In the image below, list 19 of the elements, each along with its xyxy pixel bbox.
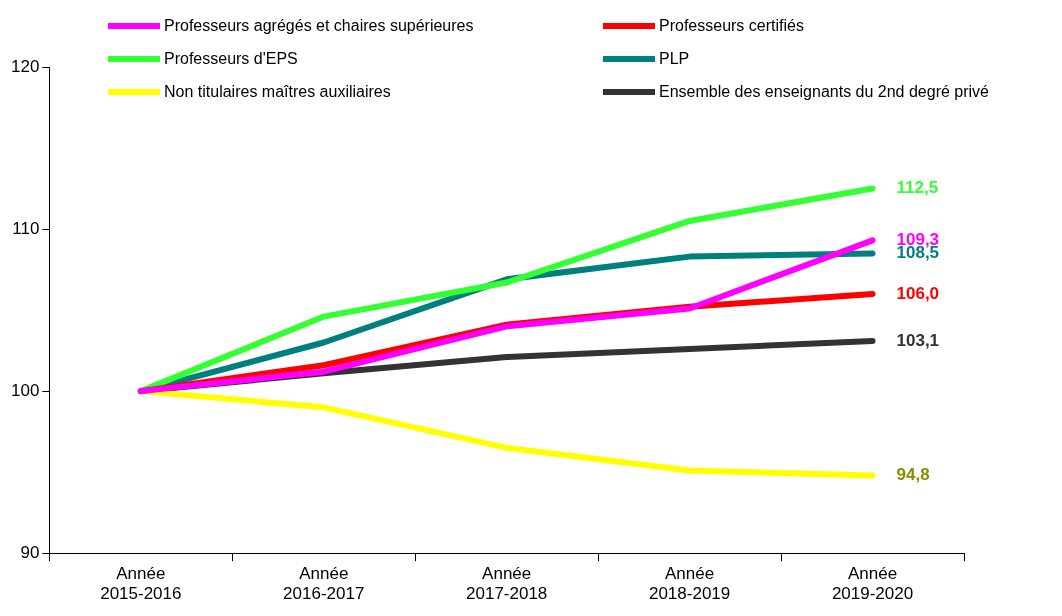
x-tick-label: Année 2016-2017 <box>283 564 365 604</box>
legend-label: Non titulaires maîtres auxiliaires <box>164 82 391 101</box>
legend-label: Ensemble des enseignants du 2nd degré privé <box>659 82 989 101</box>
y-tick-label: 100 <box>10 380 40 400</box>
legend-label: Professeurs agrégés et chaires supérieures <box>164 16 474 35</box>
data-label: 94,8 <box>896 465 930 485</box>
y-tick-label: 90 <box>20 542 40 562</box>
x-tick-label: Année 2017-2018 <box>466 564 548 604</box>
data-label: 112,5 <box>896 178 939 198</box>
x-tick-label: Année 2019-2020 <box>831 564 914 604</box>
legend-label: Professeurs certifiés <box>659 16 804 35</box>
x-tick-label: Année 2015-2016 <box>100 564 182 604</box>
legend-label: Professeurs d'EPS <box>164 49 298 68</box>
y-tick-label: 110 <box>12 218 40 238</box>
legend-label: PLP <box>659 49 690 68</box>
y-tick-label: 120 <box>10 56 40 76</box>
data-label: 103,1 <box>896 330 940 350</box>
data-label: 106,0 <box>896 283 940 303</box>
x-tick-label: Année 2018-2019 <box>648 564 731 604</box>
